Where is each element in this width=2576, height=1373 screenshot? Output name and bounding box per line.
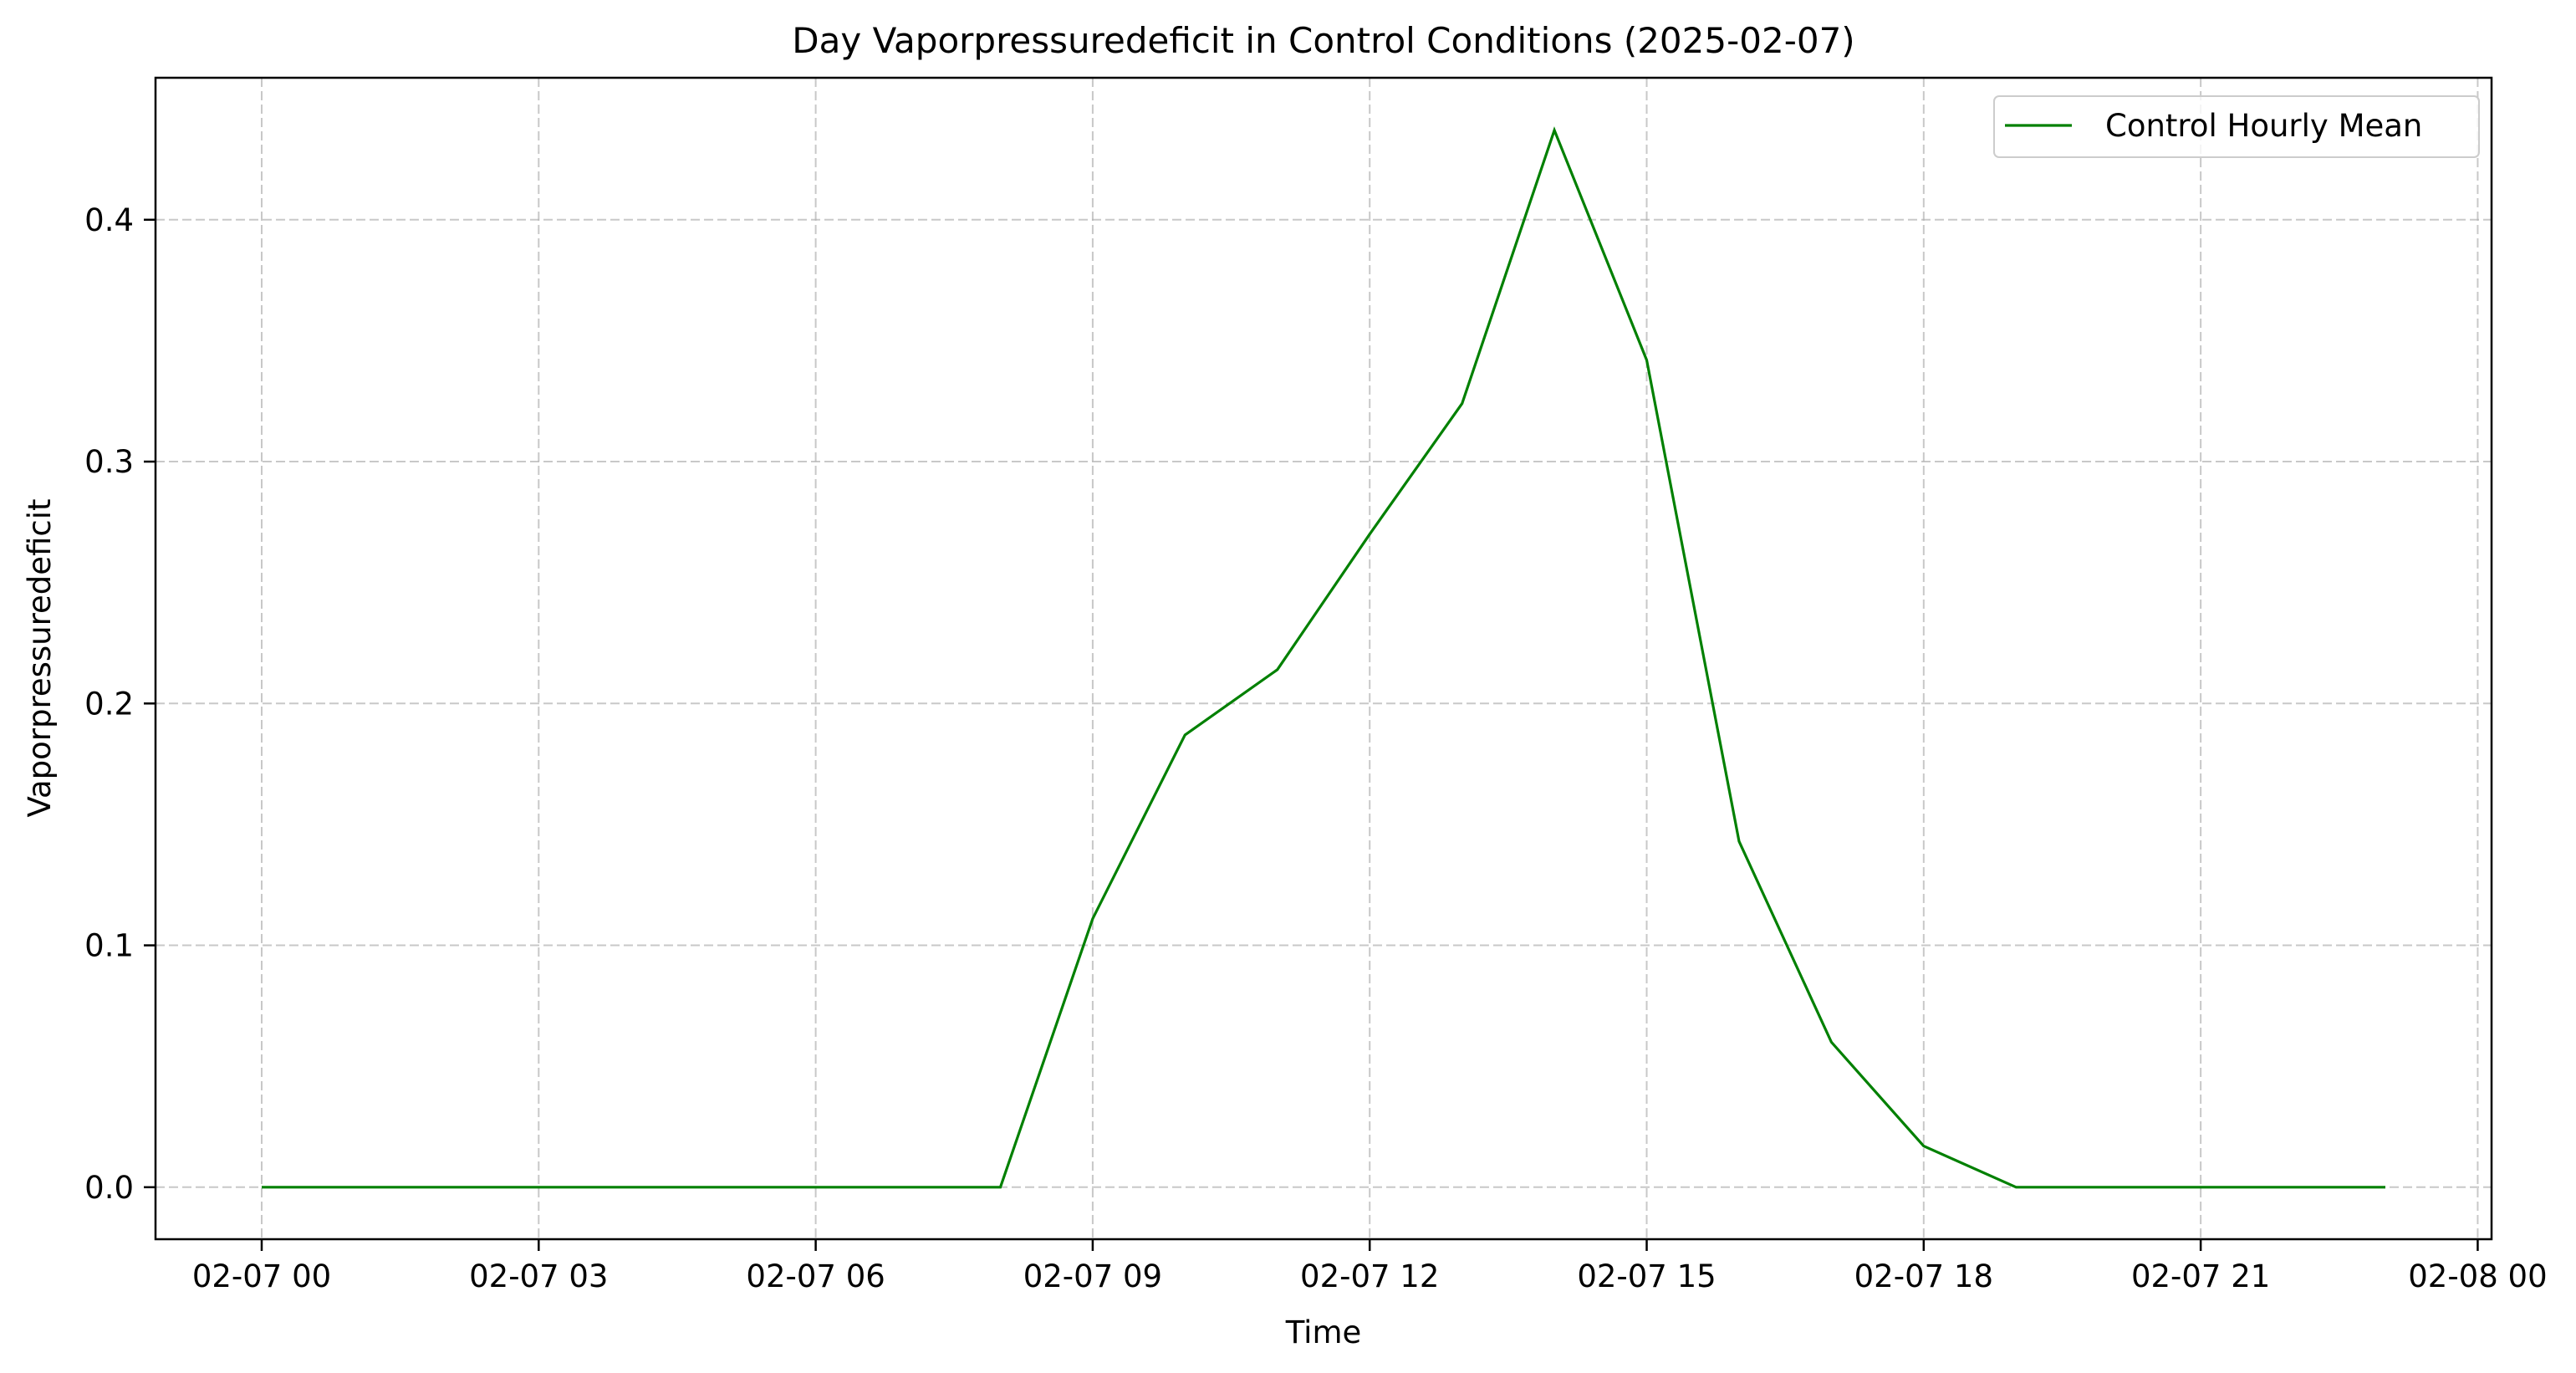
x-tick-label: 02-07 18 bbox=[1854, 1258, 1993, 1294]
legend-label: Control Hourly Mean bbox=[2105, 108, 2422, 144]
x-tick-label: 02-07 06 bbox=[746, 1258, 885, 1294]
y-axis-label: Vaporpressuredeficit bbox=[22, 499, 58, 818]
y-tick-label: 0.3 bbox=[84, 444, 134, 480]
legend-box bbox=[1993, 95, 2480, 158]
y-tick-label: 0.4 bbox=[84, 202, 134, 238]
x-tick-label: 02-07 00 bbox=[192, 1258, 331, 1294]
x-tick-label: 02-07 12 bbox=[1300, 1258, 1439, 1294]
x-tick-label: 02-07 09 bbox=[1023, 1258, 1162, 1294]
series-layer bbox=[262, 126, 2385, 1189]
ticks: 02-07 00 02-07 03 02-07 06 02-07 09 02-07 12… bbox=[84, 202, 2547, 1294]
chart-title: Day Vaporpressuredeficit in Control Cond… bbox=[792, 20, 1854, 61]
y-tick-label: 0.2 bbox=[84, 686, 134, 722]
x-tick-label: 02-07 21 bbox=[2131, 1258, 2270, 1294]
x-tick-label: 02-07 03 bbox=[469, 1258, 608, 1294]
series-line-control-hourly-mean bbox=[262, 126, 2385, 1189]
y-tick-label: 0.1 bbox=[84, 928, 134, 964]
x-tick-label: 02-07 15 bbox=[1577, 1258, 1716, 1294]
legend: Control Hourly Mean bbox=[1993, 95, 2480, 158]
x-tick-label: 02-08 00 bbox=[2408, 1258, 2547, 1294]
y-tick-label: 0.0 bbox=[84, 1170, 134, 1206]
axes-frame bbox=[154, 76, 2493, 1241]
x-axis-label: Time bbox=[1285, 1314, 1362, 1350]
